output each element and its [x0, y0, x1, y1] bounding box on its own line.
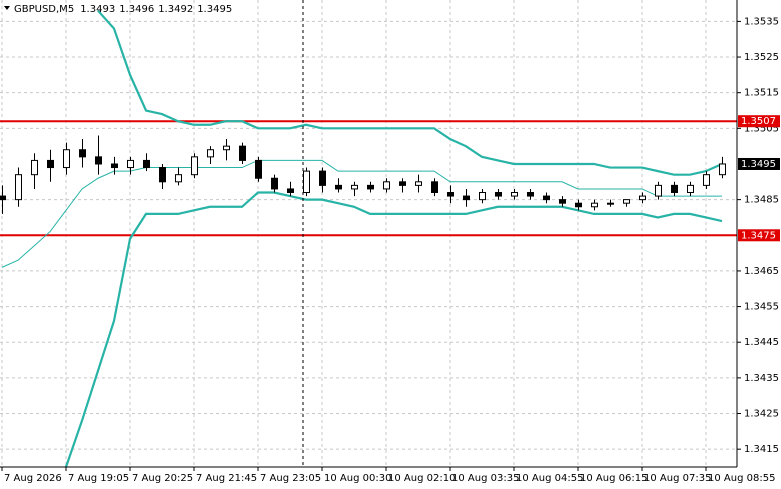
- x-tick-label: 10 Aug 00:30: [324, 473, 391, 484]
- candle-body: [399, 181, 406, 186]
- candle-body: [335, 184, 342, 190]
- candle-body: [223, 145, 230, 151]
- header-arrow: [4, 6, 10, 10]
- candle-body: [575, 202, 582, 208]
- x-tick-label: 10 Aug 07:35: [644, 473, 711, 484]
- candle-body: [655, 184, 662, 197]
- candle-body: [511, 192, 518, 197]
- candle-body: [15, 174, 22, 201]
- candle-body: [447, 192, 454, 197]
- candle-body: [719, 163, 726, 176]
- candle-body: [95, 156, 102, 165]
- y-tick-label: 1.3485: [744, 195, 779, 206]
- y-tick-label: 1.3435: [744, 373, 779, 384]
- band-line: [97, 9, 723, 176]
- band-line: [1, 159, 722, 268]
- plot: [0, 9, 737, 468]
- candle-body: [607, 202, 614, 205]
- chart-header: GBPUSD,M5 1.3493 1.3496 1.3492 1.3495: [14, 4, 232, 15]
- candle-body: [671, 184, 678, 194]
- candle-body: [591, 202, 598, 208]
- candle-body: [111, 163, 118, 169]
- candle-body: [79, 149, 86, 158]
- candle-body: [319, 170, 326, 186]
- candle-body: [159, 167, 166, 183]
- candle-body: [287, 188, 294, 194]
- x-tick-label: 7 Aug 20:25: [132, 473, 193, 484]
- level-label-box: [738, 229, 780, 242]
- y-tick-label: 1.3465: [744, 266, 779, 277]
- x-tick-label: 10 Aug 02:10: [388, 473, 455, 484]
- candle-body: [143, 159, 150, 169]
- y-tick-label: 1.3505: [744, 123, 779, 134]
- candle-body: [367, 184, 374, 190]
- x-tick-label: 10 Aug 06:15: [580, 473, 647, 484]
- x-tick-label: 10 Aug 04:55: [516, 473, 583, 484]
- candle-body: [639, 195, 646, 201]
- band-line: [64, 191, 723, 468]
- last-price-box: [738, 157, 780, 170]
- candle-body: [703, 174, 710, 186]
- candle-body: [559, 199, 566, 204]
- candle-body: [207, 149, 214, 158]
- y-tick-label: 1.3425: [744, 409, 779, 420]
- header-open: 1.3493: [80, 4, 115, 15]
- candle-body: [383, 181, 390, 190]
- x-tick-label: 10 Aug 08:55: [708, 473, 775, 484]
- candle-body: [191, 156, 198, 176]
- candle-body: [175, 174, 182, 183]
- axes: 1.3415 1.3425 1.3435 1.3445 1.3455 1.3465 1.34…: [1, 16, 780, 484]
- y-tick-label: 1.3415: [744, 444, 779, 455]
- y-tick-label: 1.3535: [744, 16, 779, 27]
- candle-body: [239, 145, 246, 161]
- candle-body: [63, 149, 70, 169]
- y-tick-label: 1.3455: [744, 302, 779, 313]
- candle-body: [127, 159, 134, 169]
- candle-body: [31, 159, 38, 176]
- candle-body: [271, 177, 278, 190]
- x-tick-label: 7 Aug 19:05: [68, 473, 129, 484]
- candle-body: [0, 195, 6, 201]
- y-tick-label: 1.3515: [744, 88, 779, 99]
- x-tick-label: 7 Aug 21:45: [196, 473, 257, 484]
- header-high: 1.3496: [119, 4, 154, 15]
- level-label: 1.3475: [741, 230, 776, 241]
- candle-body: [303, 170, 310, 194]
- x-tick-label: 10 Aug 03:35: [452, 473, 519, 484]
- candle-body: [495, 192, 502, 197]
- x-tick-label: 7 Aug 2026: [4, 473, 62, 484]
- candle-body: [431, 181, 438, 194]
- candle-body: [415, 181, 422, 186]
- candle-body: [527, 192, 534, 197]
- last-price-label: 1.3495: [741, 159, 776, 170]
- level-label: 1.3507: [741, 116, 776, 127]
- candle-body: [351, 184, 358, 190]
- candle-body: [463, 195, 470, 201]
- symbol: GBPUSD,M5: [14, 4, 74, 15]
- y-tick-label: 1.3445: [744, 337, 779, 348]
- candle-body: [543, 195, 550, 201]
- candle-body: [479, 192, 486, 201]
- candle-body: [255, 159, 262, 179]
- header-close: 1.3495: [197, 4, 232, 15]
- candle-body: [623, 199, 630, 204]
- level-label-box: [738, 115, 780, 128]
- candle-body: [47, 159, 54, 169]
- y-tick-label: 1.3525: [744, 52, 779, 63]
- header-low: 1.3492: [158, 4, 193, 15]
- x-tick-label: 7 Aug 23:05: [260, 473, 321, 484]
- candle-body: [687, 184, 694, 194]
